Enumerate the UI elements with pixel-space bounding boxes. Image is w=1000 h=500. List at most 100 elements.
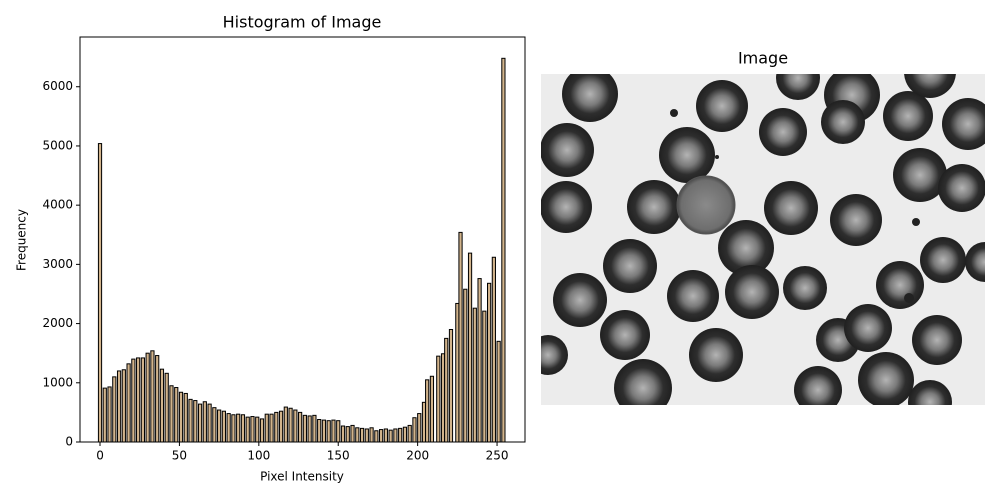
bar <box>126 363 131 443</box>
cell <box>627 180 681 234</box>
cell <box>614 359 672 405</box>
bar <box>264 413 269 443</box>
dot <box>912 218 920 226</box>
dot <box>904 293 914 303</box>
bar <box>482 310 487 443</box>
bar <box>240 414 246 443</box>
dot <box>715 155 719 159</box>
cell <box>965 242 985 282</box>
cell <box>883 91 933 141</box>
bar <box>336 420 341 443</box>
bar <box>174 387 179 443</box>
bar <box>245 416 250 443</box>
axes-frame <box>79 36 526 443</box>
cell <box>858 352 914 405</box>
bar <box>269 413 274 443</box>
cell <box>821 100 865 144</box>
bar <box>102 387 107 443</box>
cell <box>776 74 820 100</box>
bar <box>383 428 388 443</box>
y-tick-label: 4000 <box>42 198 73 212</box>
y-tick-label: 0 <box>65 435 73 449</box>
bar <box>97 143 103 443</box>
bar <box>255 416 260 443</box>
bar <box>398 427 403 443</box>
bar <box>231 414 236 443</box>
bar <box>197 403 203 443</box>
bar <box>136 357 141 443</box>
cell <box>696 80 748 132</box>
bar <box>298 411 303 443</box>
image <box>541 74 985 405</box>
bar <box>345 426 350 443</box>
cell <box>718 220 774 276</box>
cell <box>938 164 985 212</box>
bar <box>379 429 384 443</box>
x-tick-label: 150 <box>327 449 350 463</box>
bar <box>487 282 492 443</box>
y-tick-label: 6000 <box>42 79 73 93</box>
x-tick-label: 100 <box>247 449 270 463</box>
cell <box>794 366 842 405</box>
cell <box>562 74 618 122</box>
cell <box>904 74 956 98</box>
bar <box>193 400 198 443</box>
dot <box>670 109 678 117</box>
bar <box>250 416 255 443</box>
bar <box>412 417 417 443</box>
bar <box>140 357 145 443</box>
bar <box>388 429 393 443</box>
bar <box>407 424 412 443</box>
bar <box>472 307 477 443</box>
histogram-axes: Histogram of Image Pixel Intensity Frequ… <box>15 13 526 484</box>
bar <box>217 409 222 443</box>
bar <box>107 386 112 443</box>
x-tick-label: 200 <box>406 449 429 463</box>
bar <box>178 391 184 443</box>
bar <box>467 252 473 443</box>
bar <box>393 428 398 443</box>
cell <box>689 328 743 382</box>
bar <box>321 419 327 443</box>
bar <box>131 358 136 443</box>
bar <box>429 375 435 443</box>
cell <box>676 175 736 235</box>
cell <box>725 265 779 319</box>
bar <box>259 418 265 443</box>
bar <box>293 409 298 443</box>
bar <box>145 352 150 443</box>
bar <box>221 410 226 443</box>
bar <box>302 414 307 443</box>
y-tick-label: 1000 <box>42 375 73 389</box>
bar <box>159 368 165 443</box>
cell <box>908 380 952 405</box>
bar <box>212 407 217 443</box>
cell <box>541 123 594 177</box>
cell <box>893 148 947 202</box>
bar <box>374 430 379 443</box>
bar <box>155 355 160 443</box>
cell <box>876 261 924 309</box>
chart-title: Histogram of Image <box>223 13 382 32</box>
bar <box>169 385 174 443</box>
bar <box>340 425 346 443</box>
x-tick-label: 250 <box>486 449 509 463</box>
bar <box>226 413 231 443</box>
bar <box>402 426 408 443</box>
cell <box>553 273 607 327</box>
cell <box>764 181 818 235</box>
bar <box>317 419 322 443</box>
bar <box>458 231 463 443</box>
bar <box>283 406 288 443</box>
bar <box>236 413 241 443</box>
bar <box>463 288 468 443</box>
cells <box>541 74 985 405</box>
bar <box>355 427 360 443</box>
bar <box>202 401 207 443</box>
cell <box>667 270 719 322</box>
bar <box>278 410 284 443</box>
x-axis-label: Pixel Intensity <box>260 470 344 484</box>
bar <box>188 398 193 443</box>
bar <box>496 340 501 443</box>
